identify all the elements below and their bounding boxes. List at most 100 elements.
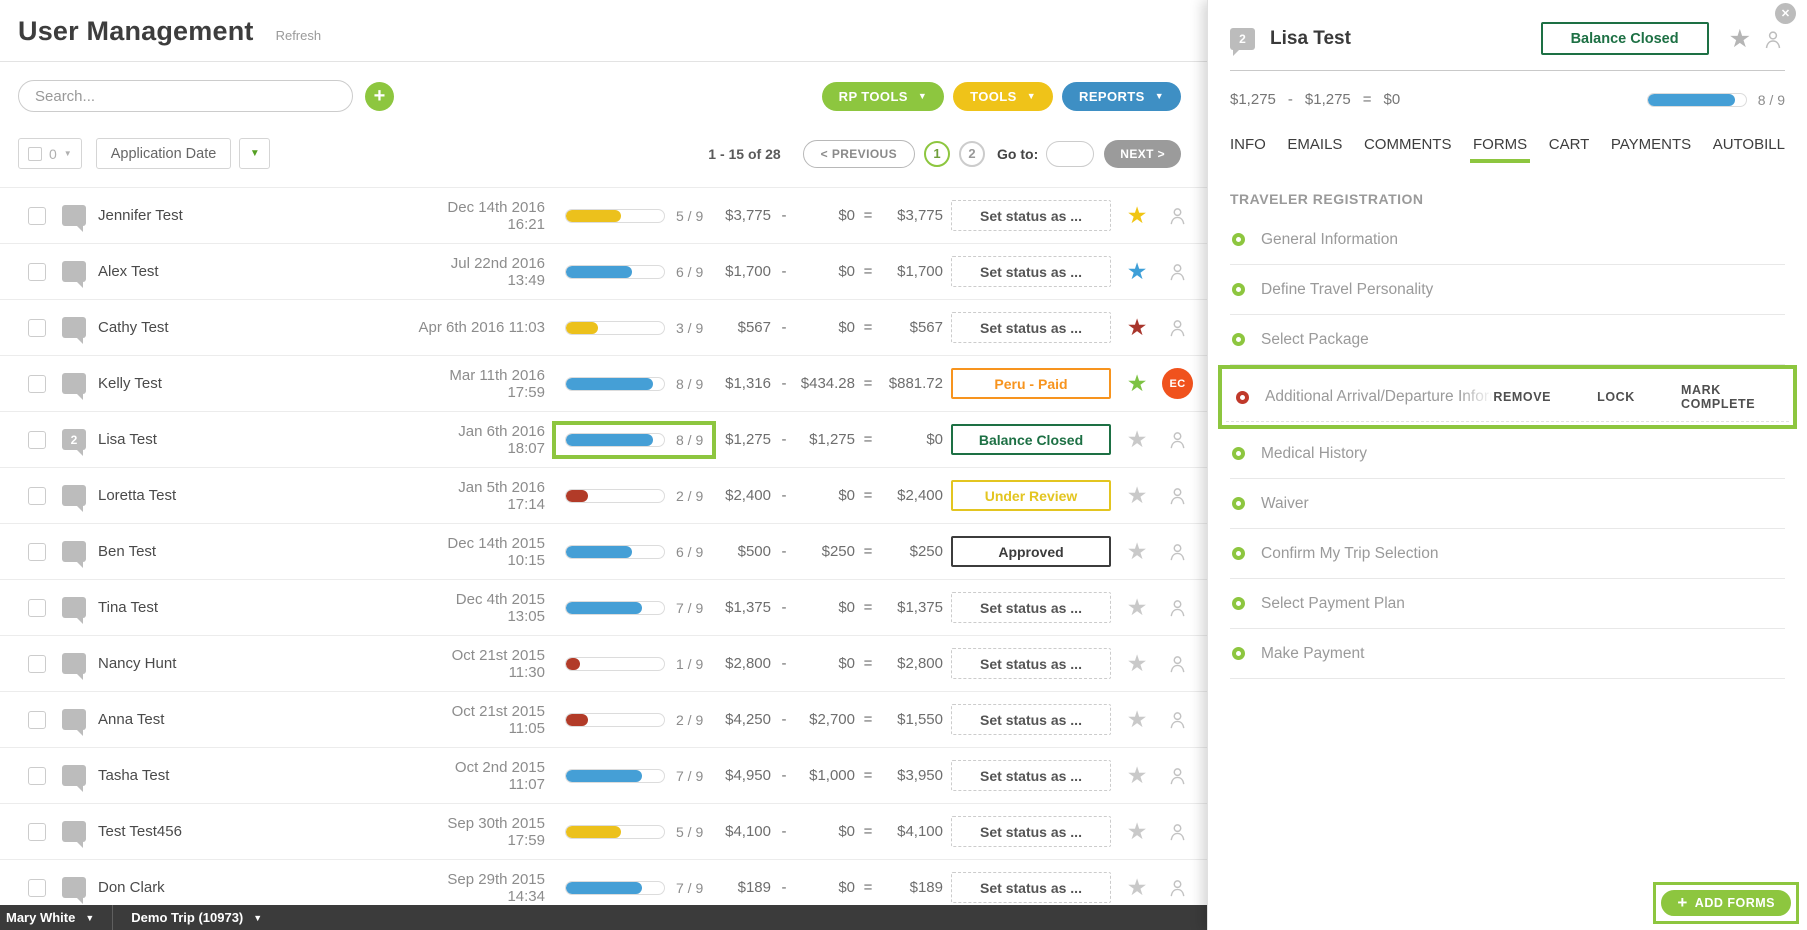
form-action-mark-complete[interactable]: MARK COMPLETE (1680, 383, 1756, 411)
tab-forms[interactable]: FORMS (1470, 136, 1531, 163)
table-row[interactable]: Tina Test Dec 4th 2015 13:05 7 / 9 $1,37… (0, 580, 1207, 636)
star-icon[interactable]: ★ (1126, 426, 1148, 452)
status-button[interactable]: Set status as ... (951, 872, 1111, 903)
comment-icon[interactable] (62, 765, 86, 792)
star-icon[interactable]: ★ (1126, 482, 1148, 508)
user-menu[interactable]: Mary White ▼ (0, 905, 112, 930)
row-checkbox[interactable] (28, 262, 46, 281)
person-icon[interactable] (1157, 652, 1197, 675)
form-item[interactable]: Make Payment (1230, 629, 1785, 679)
tab-emails[interactable]: EMAILS (1287, 136, 1343, 153)
tab-comments[interactable]: COMMENTS (1363, 136, 1452, 153)
row-checkbox[interactable] (28, 430, 46, 449)
star-icon[interactable]: ★ (1126, 818, 1148, 844)
user-name[interactable]: Tasha Test (98, 767, 170, 784)
star-icon[interactable]: ★ (1126, 370, 1148, 396)
user-name[interactable]: Jennifer Test (98, 207, 183, 224)
user-name[interactable]: Ben Test (98, 543, 157, 560)
user-name[interactable]: Lisa Test (98, 431, 157, 448)
table-row[interactable]: Test Test456 Sep 30th 2015 17:59 5 / 9 $… (0, 804, 1207, 860)
row-checkbox[interactable] (28, 206, 46, 225)
star-icon[interactable]: ★ (1728, 24, 1751, 53)
add-user-button[interactable]: + (365, 81, 394, 111)
comment-icon[interactable] (62, 821, 86, 848)
selected-count-dropdown[interactable]: 0 ▼ (18, 138, 82, 169)
select-all-checkbox[interactable] (28, 146, 42, 161)
star-icon[interactable]: ★ (1126, 650, 1148, 676)
comment-icon[interactable] (62, 485, 86, 512)
comment-icon[interactable] (62, 541, 86, 568)
status-button[interactable]: Peru - Paid (951, 368, 1111, 399)
previous-page-button[interactable]: < PREVIOUS (802, 139, 916, 168)
reports-button[interactable]: REPORTS ▼ (1062, 81, 1181, 111)
user-name[interactable]: Don Clark (98, 879, 165, 896)
star-icon[interactable]: ★ (1126, 594, 1148, 620)
user-name[interactable]: Test Test456 (98, 823, 182, 840)
comment-count-badge[interactable]: 2 (1230, 27, 1255, 56)
comment-icon[interactable] (62, 597, 86, 624)
page-button-1[interactable]: 1 (924, 140, 951, 167)
status-button[interactable]: Set status as ... (951, 760, 1111, 791)
user-name[interactable]: Anna Test (98, 711, 165, 728)
tab-autobill[interactable]: AUTOBILL (1712, 136, 1785, 153)
star-icon[interactable]: ★ (1126, 874, 1148, 900)
status-button[interactable]: Set status as ... (951, 592, 1111, 623)
comment-icon[interactable] (62, 709, 86, 736)
refresh-link[interactable]: Refresh (275, 28, 322, 43)
row-checkbox[interactable] (28, 486, 46, 505)
status-button[interactable]: Set status as ... (951, 256, 1111, 287)
star-icon[interactable]: ★ (1126, 314, 1148, 340)
person-icon[interactable] (1157, 876, 1197, 899)
star-icon[interactable]: ★ (1126, 762, 1148, 788)
status-button[interactable]: Set status as ... (951, 704, 1111, 735)
table-row[interactable]: Nancy Hunt Oct 21st 2015 11:30 1 / 9 $2,… (0, 636, 1207, 692)
comment-icon[interactable] (62, 317, 86, 344)
comment-icon[interactable] (62, 261, 86, 288)
table-row[interactable]: Loretta Test Jan 5th 2016 17:14 2 / 9 $2… (0, 468, 1207, 524)
goto-page-input[interactable] (1046, 140, 1095, 167)
form-item[interactable]: Waiver (1230, 479, 1785, 529)
table-row[interactable]: Tasha Test Oct 2nd 2015 11:07 7 / 9 $4,9… (0, 748, 1207, 804)
comment-icon[interactable] (62, 205, 86, 232)
form-item[interactable]: Select Package (1230, 315, 1785, 365)
star-icon[interactable]: ★ (1126, 202, 1148, 228)
person-icon[interactable] (1157, 428, 1197, 451)
form-item-highlighted[interactable]: Additional Arrival/Departure Informati R… (1218, 365, 1797, 429)
tab-info[interactable]: INFO (1230, 136, 1266, 153)
status-button[interactable]: Set status as ... (951, 816, 1111, 847)
row-checkbox[interactable] (28, 766, 46, 785)
person-icon[interactable] (1157, 484, 1197, 507)
user-name[interactable]: Cathy Test (98, 319, 169, 336)
form-item[interactable]: Define Travel Personality (1230, 265, 1785, 315)
star-icon[interactable]: ★ (1126, 258, 1148, 284)
table-row[interactable]: Alex Test Jul 22nd 2016 13:49 6 / 9 $1,7… (0, 244, 1207, 300)
form-action-remove[interactable]: REMOVE (1493, 390, 1552, 404)
status-button[interactable]: Set status as ... (951, 312, 1111, 343)
table-row[interactable]: Jennifer Test Dec 14th 2016 16:21 5 / 9 … (0, 188, 1207, 244)
star-icon[interactable]: ★ (1126, 538, 1148, 564)
comment-icon[interactable] (62, 373, 86, 400)
form-action-lock[interactable]: LOCK (1597, 390, 1635, 404)
status-button[interactable]: Balance Closed (1540, 22, 1709, 55)
row-checkbox[interactable] (28, 822, 46, 841)
comment-icon[interactable] (62, 653, 86, 680)
table-row[interactable]: 2 Lisa Test Jan 6th 2016 18:07 8 / 9 $1,… (0, 412, 1207, 468)
user-name[interactable]: Tina Test (98, 599, 159, 616)
person-icon[interactable] (1157, 596, 1197, 619)
user-name[interactable]: Alex Test (98, 263, 159, 280)
status-button[interactable]: Under Review (951, 480, 1111, 511)
page-button-2[interactable]: 2 (959, 140, 986, 167)
row-checkbox[interactable] (28, 542, 46, 561)
row-checkbox[interactable] (28, 374, 46, 393)
comment-icon[interactable]: 2 (62, 429, 86, 456)
form-item[interactable]: Confirm My Trip Selection (1230, 529, 1785, 579)
tab-cart[interactable]: CART (1548, 136, 1590, 153)
person-icon[interactable] (1761, 27, 1785, 51)
status-button[interactable]: Approved (951, 536, 1111, 567)
row-checkbox[interactable] (28, 598, 46, 617)
ec-badge[interactable]: EC (1162, 368, 1193, 399)
sort-field-dropdown[interactable]: Application Date (95, 138, 232, 169)
user-name[interactable]: Kelly Test (98, 375, 162, 392)
trip-menu[interactable]: Demo Trip (10973) ▼ (113, 905, 280, 930)
status-button[interactable]: Balance Closed (951, 424, 1111, 455)
